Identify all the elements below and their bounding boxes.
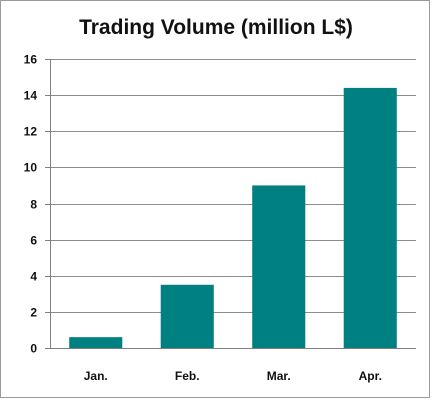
- axes: [45, 59, 416, 349]
- bar-mar: [252, 185, 306, 348]
- y-tick-labels: 0 2 4 6 8 10 12 14 16: [24, 53, 38, 356]
- bar-feb: [160, 284, 214, 348]
- x-tick-label: Apr.: [359, 369, 382, 383]
- x-tick-label: Mar.: [267, 369, 291, 383]
- y-tick-label: 16: [24, 53, 38, 67]
- y-tick-label: 6: [30, 234, 37, 248]
- bar-apr: [343, 87, 397, 349]
- y-tick-label: 14: [24, 89, 38, 103]
- bars: [69, 87, 397, 349]
- bar-jan: [69, 337, 123, 348]
- y-tick-label: 0: [30, 342, 37, 356]
- chart-title: Trading Volume (million L$): [79, 16, 353, 39]
- x-tick-label: Feb.: [175, 369, 200, 383]
- x-tick-labels: Jan. Feb. Mar. Apr.: [84, 369, 382, 383]
- y-tick-label: 8: [30, 198, 37, 212]
- y-tick-label: 10: [24, 161, 38, 175]
- x-tick-label: Jan.: [84, 369, 108, 383]
- y-tick-label: 4: [30, 270, 37, 284]
- y-tick-label: 12: [24, 125, 38, 139]
- y-tick-label: 2: [30, 306, 37, 320]
